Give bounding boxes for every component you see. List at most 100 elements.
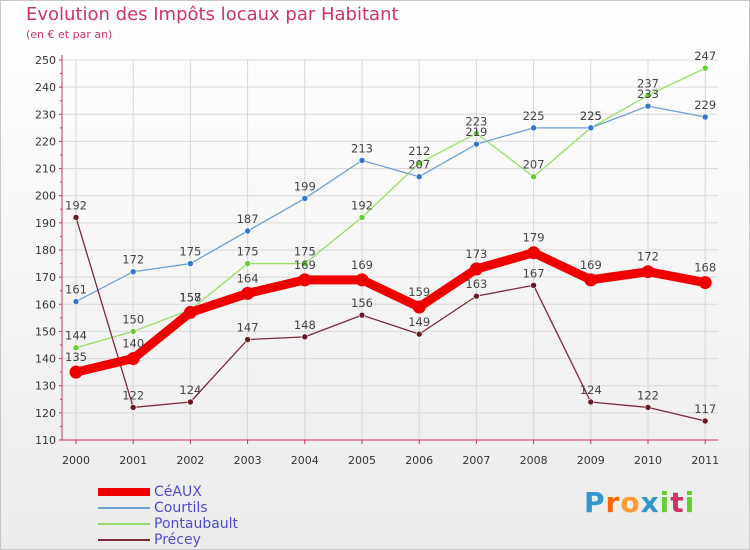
data-label: 207 — [523, 158, 545, 172]
data-point — [126, 352, 140, 366]
data-label: 148 — [294, 318, 316, 332]
data-point — [358, 214, 366, 221]
logo-letter: r — [605, 486, 621, 519]
data-point — [701, 113, 709, 121]
legend-swatch — [98, 507, 150, 509]
data-point — [301, 333, 309, 341]
y-tick-label: 190 — [35, 217, 56, 230]
legend-label: Pontaubault — [154, 516, 239, 532]
data-point — [298, 273, 312, 287]
data-point — [358, 311, 366, 319]
data-label: 167 — [523, 266, 545, 280]
data-point — [183, 305, 197, 319]
y-tick-label: 130 — [35, 380, 56, 393]
series-line-courtils — [75, 105, 706, 303]
data-point — [641, 265, 655, 279]
axes: 110 120 130 140 150 160 170 180 190 200 210 220 230 2… — [35, 54, 719, 467]
legend-label: Précey — [154, 532, 201, 548]
data-point — [244, 336, 251, 343]
data-point — [527, 246, 541, 260]
data-point — [473, 140, 480, 148]
data-label: 144 — [65, 329, 87, 343]
data-label: 168 — [694, 261, 716, 275]
data-point — [129, 328, 137, 335]
data-label: 164 — [237, 271, 259, 285]
data-label: 212 — [408, 144, 430, 158]
data-label: 156 — [351, 296, 373, 310]
data-label: 233 — [637, 87, 659, 101]
data-label: 169 — [580, 258, 602, 272]
x-tick-label: 2001 — [119, 454, 147, 467]
data-label: 175 — [294, 245, 316, 259]
data-label: 225 — [523, 109, 545, 123]
data-label: 172 — [637, 250, 659, 264]
data-point — [587, 398, 595, 406]
y-tick-label: 180 — [35, 244, 56, 257]
legend-swatch — [98, 523, 150, 525]
logo-letter: P — [584, 486, 606, 519]
data-label: 161 — [65, 283, 87, 297]
logo-letter: o — [620, 486, 641, 519]
data-label: 192 — [351, 198, 373, 212]
data-point — [69, 365, 83, 379]
data-label: 175 — [179, 245, 201, 259]
data-point — [72, 214, 80, 221]
y-tick-label: 200 — [35, 190, 56, 203]
data-label: 135 — [65, 350, 87, 364]
logo-letter: t — [670, 486, 685, 519]
logo-letter: x — [640, 486, 660, 519]
chart-subtitle: (en € et par an) — [26, 28, 113, 41]
x-tick-label: 2007 — [462, 454, 490, 467]
data-point — [644, 404, 652, 411]
data-label: 169 — [351, 258, 373, 272]
data-point — [72, 344, 80, 352]
data-point — [530, 124, 537, 132]
y-tick-label: 210 — [35, 163, 56, 176]
data-point — [469, 262, 483, 276]
data-label: 187 — [237, 212, 259, 226]
series-line-pontaubault — [75, 67, 706, 349]
x-tick-label: 2002 — [176, 454, 204, 467]
data-point — [473, 129, 480, 137]
data-point — [415, 330, 423, 338]
data-label: 247 — [694, 49, 716, 63]
data-label: 124 — [179, 383, 201, 397]
x-tick-label: 2004 — [291, 454, 319, 467]
data-point — [644, 102, 652, 110]
logo-letter: i — [659, 486, 671, 519]
data-label: 199 — [294, 179, 316, 193]
y-tick-label: 220 — [35, 135, 56, 148]
data-point — [187, 398, 194, 406]
data-label: 225 — [580, 109, 602, 123]
data-label: 169 — [294, 258, 316, 272]
x-tick-label: 2006 — [405, 454, 433, 467]
data-point — [530, 281, 537, 289]
data-point — [701, 64, 709, 72]
data-point — [358, 157, 366, 164]
data-label: 117 — [694, 402, 716, 416]
data-label: 229 — [694, 98, 716, 112]
data-point — [241, 286, 255, 300]
y-tick-label: 230 — [35, 108, 56, 121]
data-point — [473, 292, 480, 300]
data-label: 207 — [408, 158, 430, 172]
data-label: 172 — [122, 253, 144, 267]
y-tick-label: 170 — [35, 271, 56, 284]
y-tick-label: 120 — [35, 407, 56, 420]
data-point — [530, 173, 537, 181]
x-tick-label: 2011 — [691, 454, 719, 467]
data-label: 122 — [122, 388, 144, 402]
data-label: 140 — [122, 337, 144, 351]
data-labels: 144 150 158 175 175 192 212 223 207 225 237 247 161 1… — [65, 49, 716, 416]
logo-letter: i — [684, 486, 696, 519]
proxiti-logo: Proxiti — [584, 486, 695, 519]
data-point — [129, 268, 137, 276]
chart-title: Evolution des Impôts locaux par Habitant — [26, 4, 399, 25]
data-point — [698, 276, 712, 290]
data-label: 192 — [65, 198, 87, 212]
data-point — [415, 173, 423, 181]
data-point — [587, 124, 595, 132]
data-point — [72, 298, 80, 305]
legend-label: Courtils — [154, 500, 208, 516]
